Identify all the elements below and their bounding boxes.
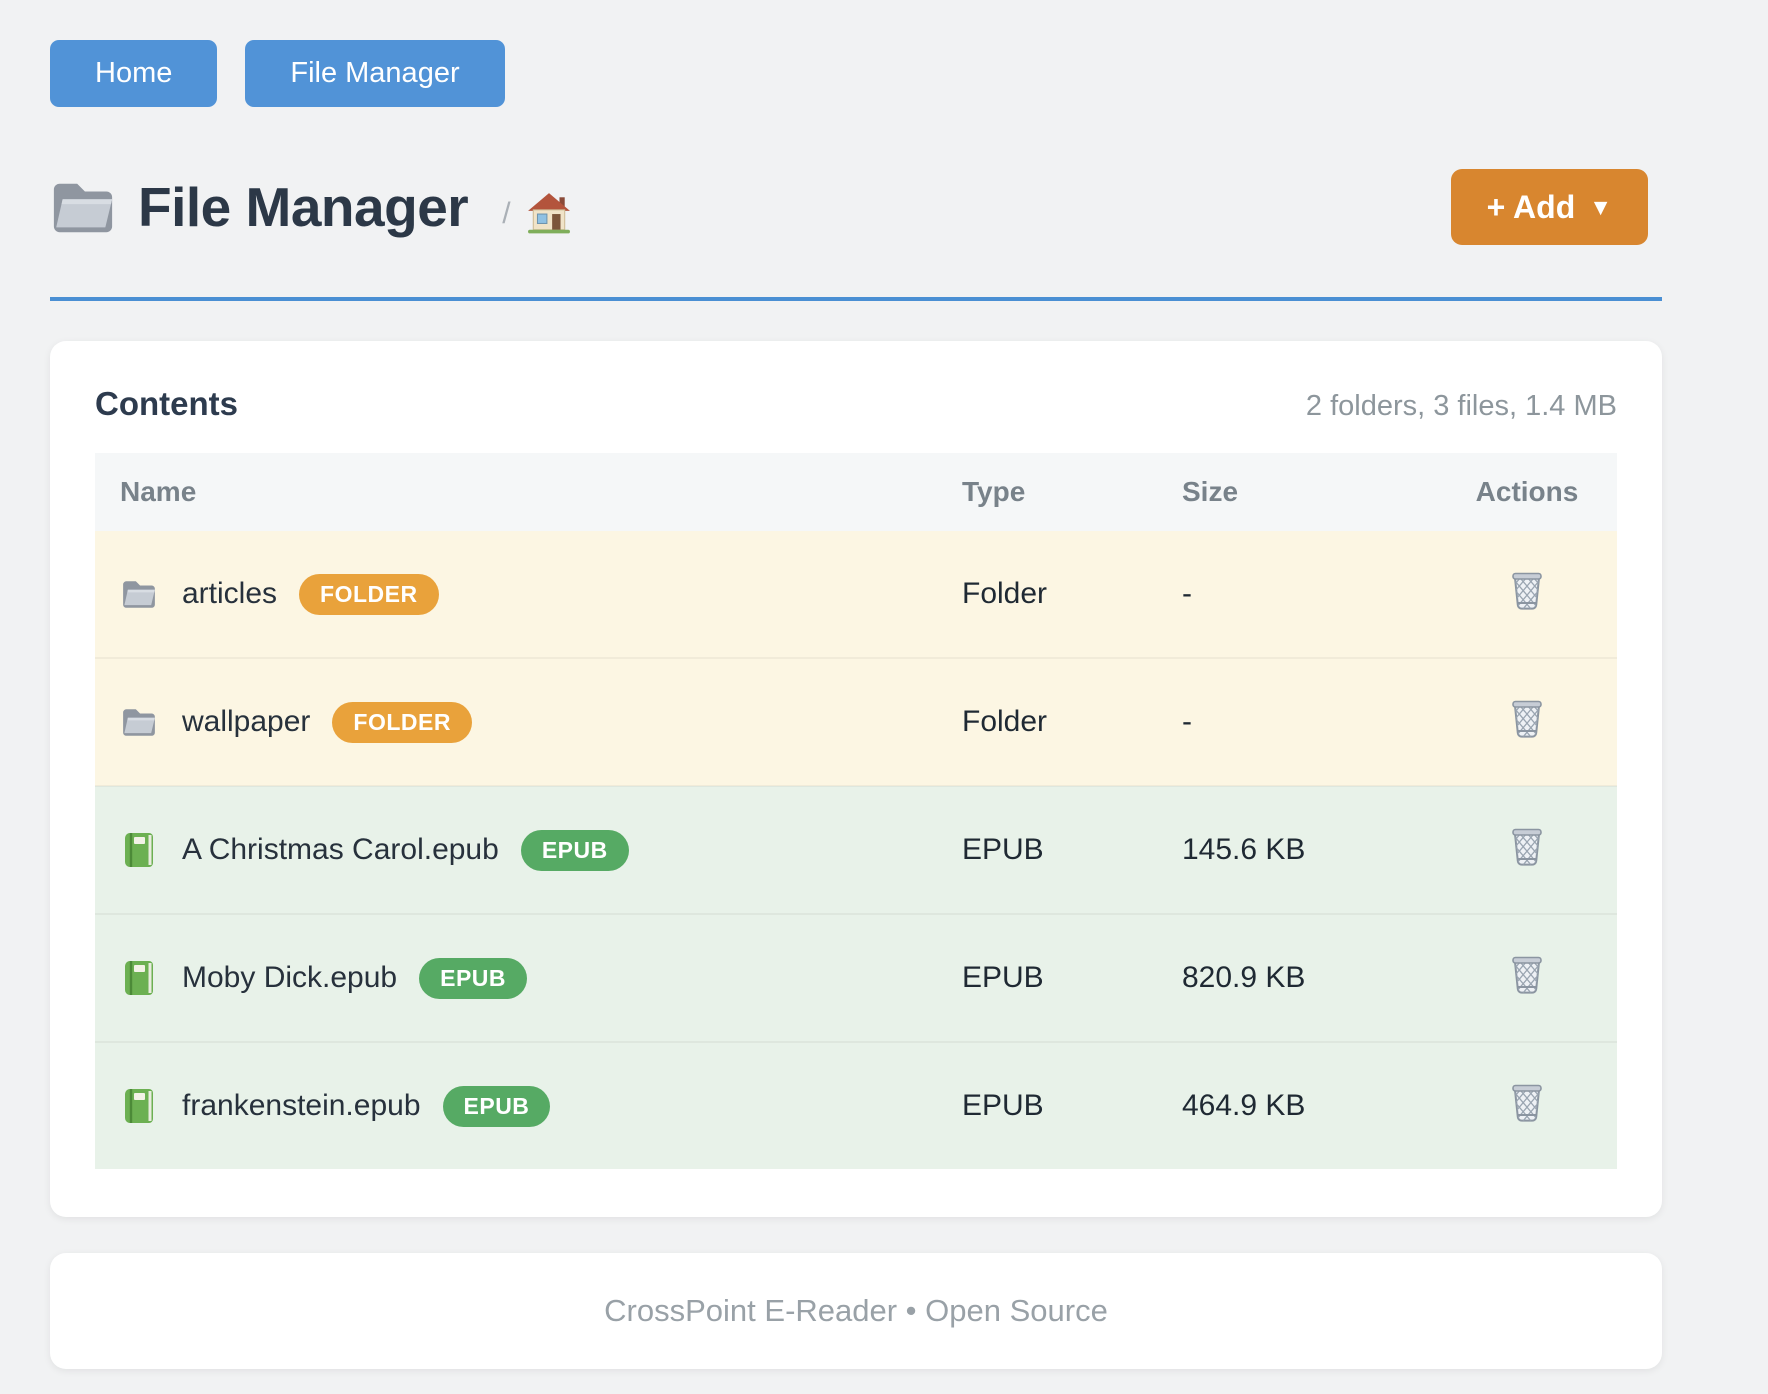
page-container: Home File Manager File Manager / + Add ▼… [50,40,1662,1369]
type-cell: EPUB [962,913,1182,1042]
table-row: wallpaper FOLDER Folder - [95,657,1617,786]
chevron-down-icon: ▼ [1589,193,1612,220]
type-badge: EPUB [419,957,528,999]
footer-card: CrossPoint E-Reader • Open Source [50,1253,1662,1369]
top-nav: Home File Manager [50,40,1662,107]
title-underline [50,297,1662,301]
home-button[interactable]: Home [50,40,218,107]
table-row: A Christmas Carol.epub EPUB EPUB 145.6 K… [95,785,1617,914]
actions-cell [1437,531,1617,658]
name-cell: A Christmas Carol.epub EPUB [95,785,962,914]
name-cell: articles FOLDER [95,531,962,658]
column-header-type: Type [962,453,1182,531]
folder-icon [50,178,116,236]
contents-heading: Contents [95,385,238,422]
size-cell: 145.6 KB [1182,785,1437,914]
add-button[interactable]: + Add ▼ [1450,169,1648,245]
book-icon [120,960,158,996]
table-row: articles FOLDER Folder - [95,531,1617,658]
type-cell: Folder [962,577,1048,610]
actions-cell [1437,1041,1617,1169]
name-cell: wallpaper FOLDER [95,657,962,786]
footer-text: CrossPoint E-Reader • Open Source [604,1293,1108,1328]
trash-icon [1509,1084,1545,1126]
delete-button[interactable] [1509,1081,1545,1123]
table-header-row: Name Type Size Actions [95,453,1617,531]
house-icon[interactable] [527,192,571,234]
book-icon [120,832,158,868]
file-table: Name Type Size Actions articles FOLDER F… [95,453,1617,1169]
actions-cell [1437,785,1617,914]
column-header-name: Name [95,453,962,531]
file-name[interactable]: articles [182,577,278,610]
file-name[interactable]: frankenstein.epub [182,1089,421,1122]
column-header-actions: Actions [1437,453,1617,531]
actions-cell [1437,657,1617,786]
file-table-body: articles FOLDER Folder - [95,531,1617,1169]
delete-button[interactable] [1509,953,1545,995]
size-cell: - [1182,577,1192,610]
file-manager-button[interactable]: File Manager [245,40,505,107]
delete-button[interactable] [1509,697,1545,739]
page-header: File Manager / + Add ▼ [50,169,1662,245]
type-badge: EPUB [442,1085,551,1127]
add-button-label: + Add [1486,189,1576,225]
type-cell: Folder [962,657,1182,786]
file-name[interactable]: A Christmas Carol.epub [182,833,499,866]
name-cell: frankenstein.epub EPUB [95,1041,962,1169]
contents-card: Contents 2 folders, 3 files, 1.4 MB Name… [50,341,1662,1217]
folder-icon [120,707,158,737]
name-cell: Moby Dick.epub EPUB [95,913,962,1042]
table-row: frankenstein.epub EPUB EPUB 464.9 KB [95,1041,1617,1169]
file-name[interactable]: Moby Dick.epub [182,961,398,994]
size-cell: 820.9 KB [1182,913,1437,1042]
type-cell: EPUB [962,1041,1182,1169]
type-badge: FOLDER [299,573,439,615]
delete-button[interactable] [1509,825,1545,867]
folder-icon [120,579,158,609]
trash-icon [1509,956,1545,998]
type-badge: EPUB [520,829,629,871]
size-cell: - [1182,657,1437,786]
table-row: Moby Dick.epub EPUB EPUB 820.9 KB [95,913,1617,1042]
actions-cell [1437,913,1617,1042]
delete-button[interactable] [1509,569,1545,611]
trash-icon [1509,700,1545,742]
breadcrumb-separator: / [502,197,511,230]
contents-card-header: Contents 2 folders, 3 files, 1.4 MB [95,385,1617,423]
trash-icon [1509,828,1545,870]
book-icon [120,1088,158,1124]
file-name[interactable]: wallpaper [182,705,311,738]
column-header-size: Size [1182,453,1437,531]
type-cell: EPUB [962,785,1182,914]
size-cell: 464.9 KB [1182,1041,1437,1169]
contents-summary: 2 folders, 3 files, 1.4 MB [1305,390,1617,422]
page-title: File Manager [138,176,469,238]
type-badge: FOLDER [332,701,472,743]
trash-icon [1509,572,1545,614]
